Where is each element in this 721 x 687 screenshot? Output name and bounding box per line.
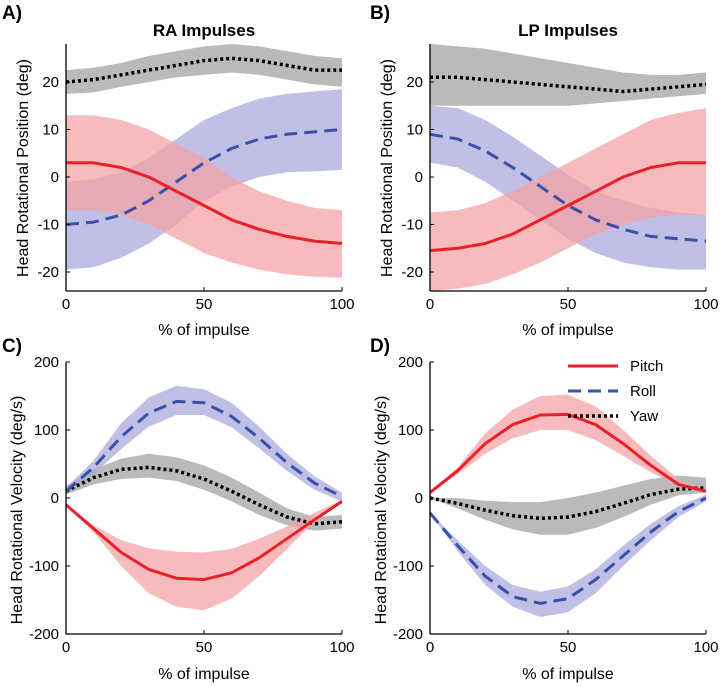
panel-c: C) % of impulse Head Rotational Velocity… xyxy=(2,336,355,683)
panel-a-title: RA Impulses xyxy=(153,21,255,40)
panel-c-xtick-label: 100 xyxy=(329,639,354,656)
panel-c-roll-band xyxy=(66,385,342,502)
panel-a-roll-line xyxy=(65,128,343,226)
panel-b-yaw-band xyxy=(430,44,706,106)
panel-c-pitch-line xyxy=(65,500,343,582)
panel-d-ytick-label: 0 xyxy=(415,490,423,507)
panel-a-ytick-label: -20 xyxy=(37,264,59,281)
panel-b-letter: B) xyxy=(370,3,390,24)
panel-a-plot: 0 50 100 -20 -10 0 10 20 xyxy=(37,44,355,313)
panel-d-xtick-label: 50 xyxy=(560,639,577,656)
panel-a-xtick-label: 100 xyxy=(329,296,354,313)
panel-a-yaw-band xyxy=(66,44,342,94)
panel-a-pitch-band xyxy=(66,115,342,278)
legend-yaw-label: Yaw xyxy=(630,408,658,425)
panel-c-ytick-label: -200 xyxy=(29,626,59,643)
panel-c-ytick-label: 100 xyxy=(34,422,59,439)
panel-c-ytick-label: 200 xyxy=(34,354,59,371)
legend: Pitch Roll Yaw xyxy=(568,358,663,425)
panel-a-ytick-label: 20 xyxy=(42,74,59,91)
panel-d-ytick-label: -100 xyxy=(393,558,423,575)
panel-d-ytick-label: 100 xyxy=(398,422,423,439)
panel-d-ytick-label: -200 xyxy=(393,626,423,643)
panel-d-yaw-band xyxy=(430,475,706,535)
panel-b-pitch-band xyxy=(430,108,706,291)
panel-b-pitch-line xyxy=(429,161,706,253)
panel-b-xlabel: % of impulse xyxy=(522,322,614,339)
panel-b-ytick-label: -10 xyxy=(401,217,423,234)
panel-b-xtick-label: 50 xyxy=(560,296,577,313)
panel-d-xlabel: % of impulse xyxy=(522,666,614,683)
panel-b-title: LP Impulses xyxy=(518,21,618,40)
panel-d-letter: D) xyxy=(370,336,390,357)
panel-c-xlabel: % of impulse xyxy=(158,666,250,683)
panel-b-ytick-label: -20 xyxy=(401,264,423,281)
panel-b-ytick-label: 20 xyxy=(406,74,423,91)
panel-a-yaw-line xyxy=(65,56,342,84)
panel-a-letter: A) xyxy=(2,3,22,24)
panel-a: A) RA Impulses % of impulse Head Rotatio… xyxy=(2,3,355,339)
panel-c-xtick-label: 0 xyxy=(62,639,70,656)
panel-a-xlabel: % of impulse xyxy=(158,322,250,339)
panel-b-ytick-label: 0 xyxy=(415,169,423,186)
panel-d-pitch-band xyxy=(430,394,706,493)
panel-c-ytick-label: 0 xyxy=(51,490,59,507)
panel-b-roll-line xyxy=(429,132,707,243)
panel-c-ytick-label: -100 xyxy=(29,558,59,575)
panel-b-plot: 0 50 100 -20 -10 0 10 20 xyxy=(401,44,719,313)
panel-a-pitch-line xyxy=(66,161,343,245)
panel-d-ylabel: Head Rotational Velocity (deg/s) xyxy=(373,396,390,625)
panel-c-xtick-label: 50 xyxy=(196,639,213,656)
panel-d-plot: 0 50 100 -200 -100 0 100 200 xyxy=(393,354,719,656)
panel-c-plot: 0 50 100 -200 -100 0 100 200 xyxy=(29,354,355,656)
panel-a-ytick-label: -10 xyxy=(37,217,59,234)
panel-c-roll-line xyxy=(65,399,343,498)
legend-roll-label: Roll xyxy=(630,383,656,400)
panel-b-ytick-label: 10 xyxy=(406,122,423,139)
panel-d-xtick-label: 100 xyxy=(693,639,718,656)
panel-c-pitch-band xyxy=(66,500,342,611)
panel-b-xtick-label: 0 xyxy=(426,296,434,313)
panel-c-yaw-line xyxy=(65,465,343,526)
panel-a-xtick-label: 50 xyxy=(196,296,213,313)
panel-d-xtick-label: 0 xyxy=(426,639,434,656)
panel-b-yaw-line xyxy=(430,75,707,94)
panel-b-xtick-label: 100 xyxy=(693,296,718,313)
panel-d: D) % of impulse Head Rotational Velocity… xyxy=(370,336,719,683)
panel-a-ytick-label: 10 xyxy=(42,122,59,139)
panel-c-yaw-band xyxy=(66,453,342,531)
panel-c-ylabel: Head Rotational Velocity (deg/s) xyxy=(9,396,26,625)
legend-pitch-label: Pitch xyxy=(630,358,663,375)
panel-a-ylabel: Head Rotational Position (deg) xyxy=(15,59,32,277)
panel-d-ytick-label: 200 xyxy=(398,354,423,371)
panel-d-roll-line xyxy=(428,496,707,605)
panel-a-ytick-label: 0 xyxy=(51,169,59,186)
panel-d-yaw-line xyxy=(429,486,707,521)
panel-a-xtick-label: 0 xyxy=(62,296,70,313)
panel-c-letter: C) xyxy=(2,336,22,357)
panel-b-ylabel: Head Rotational Position (deg) xyxy=(379,59,396,277)
panel-b: B) LP Impulses % of impulse Head Rotatio… xyxy=(370,3,719,339)
